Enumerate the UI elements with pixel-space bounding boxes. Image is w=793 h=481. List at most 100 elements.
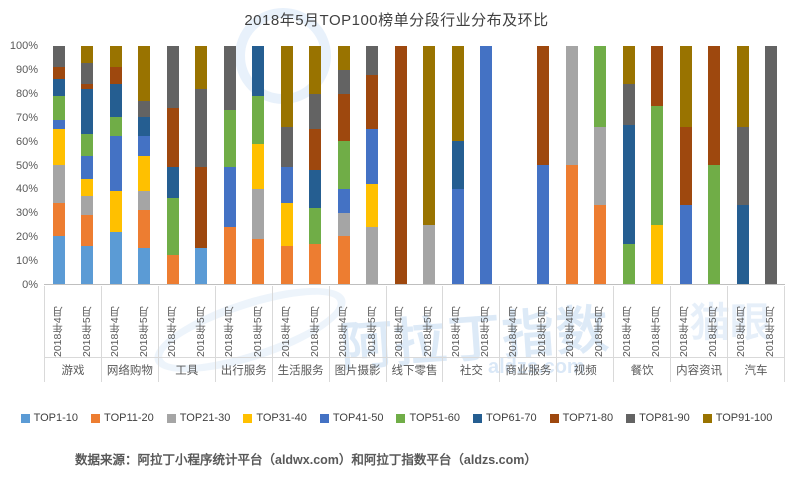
legend-swatch-icon (166, 413, 176, 423)
month-label: 2018年4月 (222, 306, 235, 357)
stacked-bar (650, 46, 663, 284)
bar-segment-TOP1-10 (52, 236, 65, 284)
bar-segment-TOP31-40 (251, 143, 264, 189)
y-tick-label: 0% (22, 279, 38, 291)
legend-swatch-icon (243, 413, 253, 423)
legend-label: TOP41-50 (332, 412, 384, 424)
bar-segment-TOP81-90 (137, 100, 150, 118)
x-axis-group-商业服务: 2018年4月 2018年5月 商业服务 (499, 286, 557, 382)
stacked-bar (622, 46, 635, 284)
legend-label: TOP11-20 (104, 412, 154, 424)
bar-group-图片摄影 (329, 46, 386, 284)
category-label: 餐饮 (630, 365, 654, 377)
bar-segment-TOP41-50 (280, 167, 293, 204)
bar-segment-TOP71-80 (308, 129, 321, 170)
bar-group-工具 (158, 46, 215, 284)
month-label-row: 2018年4月 2018年5月 (101, 286, 158, 358)
y-tick-label: 60% (15, 135, 38, 148)
bar-segment-TOP51-60 (707, 165, 720, 284)
month-label: 2018年4月 (165, 306, 178, 357)
month-label: 2018年5月 (650, 306, 663, 357)
bar-segment-TOP11-20 (52, 203, 65, 237)
bar-segment-TOP71-80 (679, 126, 692, 206)
bar-segment-TOP61-70 (622, 124, 635, 244)
bar-segment-TOP71-80 (52, 67, 65, 80)
bar-segment-TOP81-90 (223, 46, 236, 111)
stacked-bar (280, 46, 293, 284)
y-tick-label: 20% (15, 231, 38, 244)
bar-group-餐饮 (614, 46, 671, 284)
stacked-bar (365, 46, 378, 284)
stacked-bar (451, 46, 464, 284)
bar-segment-TOP41-50 (109, 136, 122, 192)
y-tick-label: 40% (15, 183, 38, 196)
bar-group-游戏 (44, 46, 101, 284)
bar-segment-TOP11-20 (251, 238, 264, 284)
source-note: 数据来源：阿拉丁小程序统计平台（aldwx.com）和阿拉丁指数平台（aldzs… (75, 453, 537, 467)
bar-segment-TOP1-10 (194, 248, 207, 284)
bar-segment-TOP91-100 (451, 46, 464, 142)
bar-group-商业服务 (500, 46, 557, 284)
bar-segment-TOP11-20 (565, 165, 578, 284)
bar-segment-TOP21-30 (365, 226, 378, 284)
legend-label: TOP61-70 (486, 412, 537, 424)
bar-segment-TOP91-100 (337, 46, 350, 70)
bar-segment-TOP91-100 (422, 46, 435, 225)
bar-segment-TOP61-70 (166, 167, 179, 199)
category-label: 线下零售 (391, 365, 438, 377)
month-label-row: 2018年4月 2018年5月 (386, 286, 443, 358)
stacked-bar (536, 46, 549, 284)
bar-segment-TOP71-80 (536, 46, 549, 165)
month-label: 2018年5月 (422, 306, 435, 357)
bar-segment-TOP41-50 (479, 46, 492, 284)
bar-segment-TOP41-50 (80, 155, 93, 180)
category-label: 生活服务 (277, 365, 324, 377)
bar-segment-TOP51-60 (337, 141, 350, 189)
bar-segment-TOP81-90 (308, 93, 321, 130)
bar-segment-TOP1-10 (109, 231, 122, 284)
bar-group-内容资讯 (671, 46, 728, 284)
bar-segment-TOP21-30 (593, 126, 606, 206)
bar-segment-TOP71-80 (166, 107, 179, 168)
bar-segment-TOP61-70 (80, 88, 93, 135)
month-label-row: 2018年4月 2018年5月 (329, 286, 386, 358)
bar-segment-TOP21-30 (80, 195, 93, 215)
month-label: 2018年5月 (137, 306, 150, 357)
bar-segment-TOP51-60 (52, 96, 65, 120)
bar-segment-TOP91-100 (280, 46, 293, 127)
x-axis-group-线下零售: 2018年4月 2018年5月线下零售 (385, 286, 443, 382)
bar-segment-TOP11-20 (308, 243, 321, 284)
month-label: 2018年5月 (251, 306, 264, 357)
stacked-bar (166, 46, 179, 284)
month-label: 2018年5月 (308, 306, 321, 357)
legend-item: TOP21-30 (166, 412, 230, 424)
bar-segment-TOP21-30 (137, 191, 150, 211)
plot-area (44, 46, 785, 285)
month-label: 2018年4月 (279, 306, 292, 357)
bar-segment-TOP11-20 (593, 205, 606, 284)
month-label-row: 2018年4月 2018年5月 (45, 286, 101, 358)
x-axis-group-生活服务: 2018年4月 2018年5月生活服务 (271, 286, 329, 382)
bar-segment-TOP11-20 (223, 226, 236, 284)
x-axis-group-餐饮: 2018年4月 2018年5月餐饮 (613, 286, 671, 382)
x-axis-group-视频: 2018年4月 2018年5月 视频 (556, 286, 614, 382)
legend-item: TOP31-40 (243, 412, 307, 424)
y-tick-label: 50% (15, 159, 38, 172)
legend-swatch-icon (396, 413, 406, 423)
bar-segment-TOP81-90 (194, 88, 207, 168)
bar-segment-TOP51-60 (251, 96, 264, 144)
bar-segment-TOP61-70 (451, 141, 464, 189)
month-label: 2018年5月 (479, 306, 492, 357)
month-label-row: 2018年4月 2018年5月 (614, 286, 671, 358)
legend-swatch-icon (549, 413, 559, 423)
bar-segment-TOP51-60 (223, 110, 236, 168)
legend-label: TOP81-90 (639, 412, 690, 424)
bar-segment-TOP81-90 (365, 46, 378, 75)
bar-segment-TOP91-100 (622, 46, 635, 85)
stacked-bar (223, 46, 236, 284)
x-axis-group-工具: 2018年4月 2018年5月 工具 (157, 286, 215, 382)
stacked-bar (109, 46, 122, 284)
bar-segment-TOP91-100 (194, 46, 207, 89)
bar-segment-TOP31-40 (80, 179, 93, 196)
